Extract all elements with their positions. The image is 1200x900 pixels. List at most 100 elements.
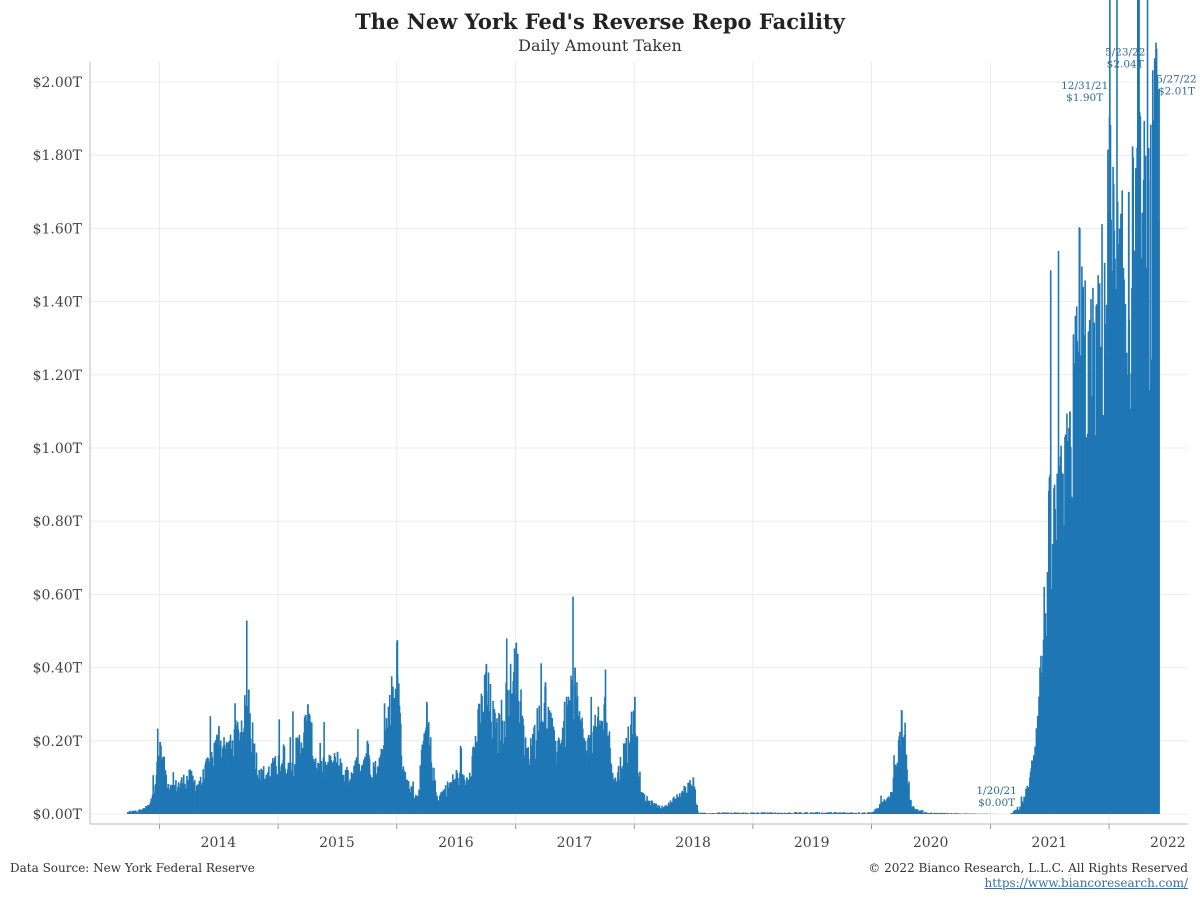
bar-peak	[614, 777, 617, 814]
bar	[921, 810, 924, 814]
x-tick-label: 2019	[794, 835, 830, 851]
bar-peak	[900, 710, 903, 814]
bar-peak	[336, 751, 339, 814]
bar-peak	[1088, 319, 1091, 814]
bar	[940, 812, 942, 814]
bar	[590, 696, 593, 814]
bar	[813, 812, 815, 814]
bar	[864, 812, 866, 814]
bar	[710, 813, 713, 814]
bar	[935, 812, 938, 814]
bar	[806, 812, 809, 814]
y-tick-label: $0.60T	[33, 587, 83, 603]
bar	[737, 812, 740, 814]
bar	[778, 813, 781, 814]
bar	[697, 810, 699, 814]
y-tick-labels: $0.00T $0.20T $0.40T $0.60T $0.80T $1.00T $1.2…	[33, 75, 83, 823]
bar	[700, 812, 702, 814]
y-tick-label: $0.00T	[33, 807, 83, 823]
bar-peak	[871, 812, 873, 814]
bar	[823, 812, 826, 814]
y-tick-label: $0.80T	[33, 514, 83, 530]
bars	[127, 0, 1160, 815]
y-tick-label: $1.80T	[33, 148, 83, 164]
annotations: 12/31/21$1.90T 5/23/22$2.04T 5/27/22$2.01T…	[976, 46, 1196, 809]
bar-peak	[127, 812, 129, 814]
bar	[858, 812, 860, 814]
bar-peak	[910, 806, 913, 814]
bar	[957, 813, 960, 814]
bar	[934, 813, 936, 814]
bar	[754, 812, 757, 814]
bar	[855, 812, 858, 814]
bar	[727, 812, 730, 814]
bar	[694, 789, 696, 814]
bar	[758, 813, 760, 814]
bar-peak	[697, 812, 700, 814]
bar	[245, 620, 248, 814]
bar	[841, 812, 843, 814]
bar	[572, 596, 574, 814]
bar	[867, 812, 869, 814]
bar	[772, 813, 774, 814]
x-tick-label: 2015	[319, 835, 355, 851]
bar-peak	[925, 812, 928, 814]
bar	[851, 812, 854, 814]
y-tick-label: $2.00T	[33, 75, 83, 91]
bar	[136, 811, 138, 814]
annotation-date: 1/20/21	[976, 785, 1016, 797]
bar	[854, 812, 856, 814]
bar	[964, 813, 966, 814]
bar	[788, 812, 791, 814]
axes	[89, 62, 1188, 829]
annotation-date: 12/31/21	[1061, 80, 1108, 92]
bar-peak	[307, 704, 309, 814]
bar	[848, 812, 851, 814]
bar	[847, 812, 849, 814]
bar-peak	[525, 748, 528, 814]
bar-peak	[277, 755, 280, 814]
bar-peak	[198, 781, 201, 814]
x-tick-label: 2018	[675, 835, 711, 851]
bar	[763, 812, 766, 814]
bar-peak	[402, 770, 405, 814]
bar	[943, 812, 945, 814]
bar	[966, 813, 968, 814]
annotation-value: $1.90T	[1066, 92, 1103, 104]
bar-peak	[495, 722, 498, 814]
bar	[827, 812, 830, 814]
bar	[919, 810, 922, 814]
bar-peak	[218, 726, 220, 814]
bar	[814, 812, 817, 814]
bar	[843, 812, 845, 814]
website-link[interactable]: https://www.biancoresearch.com/	[984, 876, 1188, 890]
y-tick-label: $1.20T	[33, 368, 83, 384]
y-tick-label: $1.40T	[33, 295, 83, 311]
annotation-value: $2.01T	[1158, 85, 1195, 97]
bar-peak	[1029, 777, 1031, 814]
bar	[794, 812, 797, 814]
bar	[810, 812, 813, 814]
bar	[639, 771, 641, 814]
bar-peak	[554, 740, 557, 814]
bar	[433, 767, 435, 814]
annotation-value: $0.00T	[978, 797, 1015, 809]
bar-peak	[465, 777, 468, 814]
x-tick-labels: 2014 2015 2016 2017 2018 2019 2020 2021 2022	[201, 835, 1186, 851]
bar-peak	[1108, 117, 1111, 814]
bar	[782, 813, 784, 814]
bar	[804, 812, 806, 814]
bar-peak	[1137, 129, 1140, 814]
bar	[852, 813, 855, 814]
copyright: © 2022 Bianco Research, L.L.C. All Right…	[868, 861, 1188, 875]
bar	[953, 813, 956, 814]
bar-peak	[1078, 228, 1081, 814]
bar-peak	[1039, 667, 1041, 814]
bar	[869, 812, 872, 814]
bar	[973, 813, 975, 814]
data-source: Data Source: New York Federal Reserve	[10, 861, 255, 875]
bar-peak	[159, 741, 162, 814]
bar	[774, 812, 776, 814]
annotation-date: 5/27/22	[1156, 73, 1196, 85]
bar	[134, 810, 137, 814]
